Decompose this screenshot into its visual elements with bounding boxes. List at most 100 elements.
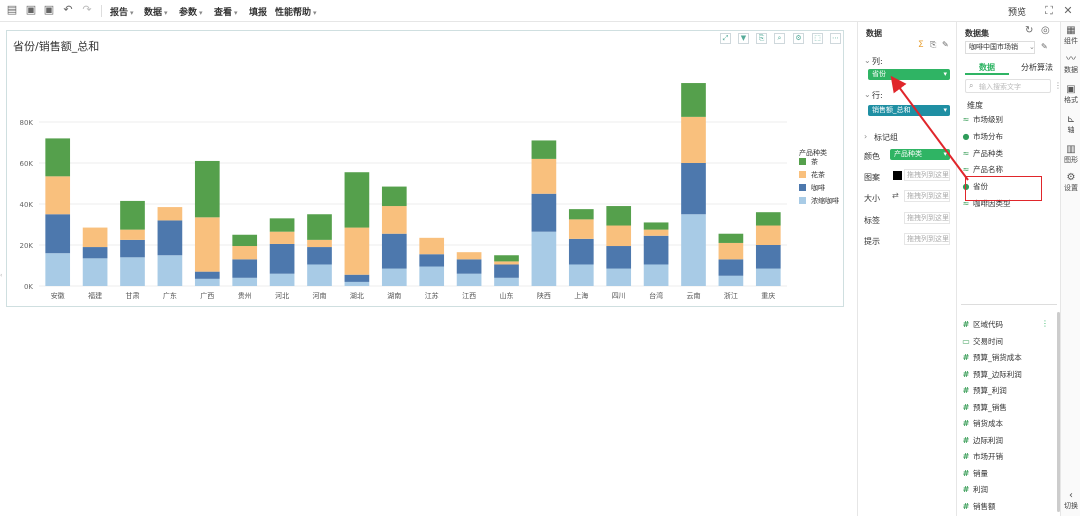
collapse-left-icon[interactable]: ‹ [0, 272, 3, 279]
field-measure-9[interactable]: # 销量 [961, 467, 1059, 481]
bar-segment [531, 158, 557, 194]
bar-segment [681, 214, 706, 286]
label-drop-zone[interactable]: 拖拽列到这里 [904, 212, 950, 224]
redo-icon[interactable]: ↷ [82, 3, 92, 16]
field-measure-8[interactable]: # 市场开销 [961, 450, 1059, 464]
zoom-icon[interactable]: ⌕ [774, 33, 785, 44]
field-more-icon[interactable]: ⋮ [1041, 319, 1049, 328]
menu-view[interactable]: 查看 ▾ [214, 5, 238, 18]
rail-shape[interactable]: ▥ 图形 [1061, 144, 1080, 165]
preview-button[interactable]: 预览 [1008, 8, 1027, 18]
new-report-icon[interactable]: ▤ [6, 3, 18, 16]
tab-data[interactable]: 数据 [979, 63, 995, 72]
tooltip-drop-zone[interactable]: 拖拽列到这里 [904, 233, 950, 245]
expand-icon[interactable]: ⤢ [720, 33, 731, 44]
field-label: 市场分布 [973, 131, 1003, 141]
rail-settings[interactable]: ⚙ 设置 [1061, 172, 1080, 193]
menu-help-label: 性能帮助 [275, 8, 312, 18]
rail-toggle[interactable]: ‹ 切换 [1061, 490, 1080, 511]
chart-component[interactable]: 省份/销售额_总和 ⤢ ▼ ⎘ ⌕ ⚙ ⬚ ⋯ 0K 20K 40K 60K 80K 安徽… [6, 30, 844, 307]
bar-segment [344, 274, 370, 282]
menu-help[interactable]: 性能帮助 ▾ [275, 5, 317, 18]
x-tick-label: 重庆 [761, 291, 775, 300]
scrollbar[interactable] [1057, 312, 1060, 512]
field-measure-4[interactable]: # 预算_利润 [961, 384, 1059, 398]
field-measure-3[interactable]: # 预算_边际利润 [961, 368, 1059, 382]
rail-axis[interactable]: ⊾ 轴 [1061, 114, 1080, 135]
toolbar-divider [101, 5, 102, 17]
fullscreen-icon[interactable]: ⛶ [1045, 4, 1053, 17]
bar-segment [269, 273, 295, 286]
bar-segment [568, 264, 594, 286]
shape-swatch[interactable] [893, 171, 902, 180]
x-tick-label: 上海 [574, 291, 588, 300]
bar-segment [344, 281, 370, 286]
dataset-select[interactable]: 咖啡中国市场销 [965, 41, 1035, 54]
search-input[interactable]: 输入搜索文字 [979, 83, 1021, 91]
chevron-right-icon[interactable]: › [864, 132, 868, 141]
menu-report[interactable]: 报告 ▾ [110, 5, 134, 18]
format-icon: ▣ [1066, 84, 1076, 95]
field-dim-0[interactable]: ≈ 市场级别 [961, 113, 1059, 127]
field-measure-10[interactable]: # 利润 [961, 483, 1059, 497]
sum-icon[interactable]: Σ [918, 40, 924, 50]
field-measure-5[interactable]: # 预算_销售 [961, 401, 1059, 415]
menu-params[interactable]: 参数 ▾ [179, 5, 203, 18]
chevron-down-icon[interactable]: ⌄ [864, 56, 871, 65]
field-measure-1[interactable]: ▭ 交易时间 [961, 335, 1059, 349]
field-dim-1[interactable]: ● 市场分布 [961, 130, 1059, 144]
columns-field-pill[interactable]: 省份 ▾ [868, 69, 950, 80]
view-icon[interactable]: ◎ [1041, 25, 1050, 36]
shape-drop-zone[interactable]: 拖拽列到这里 [904, 169, 950, 181]
export-icon[interactable]: ⎘ [756, 33, 767, 44]
bar-segment [232, 277, 258, 286]
select-icon[interactable]: ⬚ [812, 33, 823, 44]
bar-segment [531, 140, 557, 159]
color-field-pill[interactable]: 产品种类 ▾ [890, 149, 950, 160]
bar-segment [307, 264, 332, 286]
edit-icon[interactable]: ✎ [1041, 42, 1048, 51]
chevron-down-icon[interactable]: ⌄ [1029, 43, 1035, 51]
tooltip-hint-text: 拖拽列到这里 [907, 235, 949, 243]
field-dim-2[interactable]: ≈ 产品种类 [961, 147, 1059, 161]
bar-segment [681, 116, 706, 163]
filter-icon[interactable]: ▼ [738, 33, 749, 44]
menu-data[interactable]: 数据 ▾ [144, 5, 168, 18]
more-icon[interactable]: ⋮ [1054, 81, 1062, 90]
rail-format[interactable]: ▣ 格式 [1061, 84, 1080, 105]
field-label: 边际利润 [973, 435, 1003, 445]
x-tick-label: 陕西 [537, 291, 551, 300]
copy-icon[interactable]: ⎘ [930, 40, 937, 49]
menu-view-label: 查看 [214, 8, 233, 18]
close-icon[interactable]: ✕ [1063, 4, 1073, 17]
settings-icon[interactable]: ⚙ [793, 33, 804, 44]
field-measure-7[interactable]: # 边际利润 [961, 434, 1059, 448]
menu-fill[interactable]: 填报 [249, 5, 267, 18]
rows-field-pill[interactable]: 销售额_总和 ▾ [868, 105, 950, 116]
rail-component[interactable]: ▦ 组件 [1061, 25, 1080, 46]
field-measure-6[interactable]: # 销货成本 [961, 417, 1059, 431]
field-measure-0[interactable]: # 区域代码 [961, 318, 1059, 332]
save-icon[interactable]: ▣ [25, 3, 37, 16]
report-canvas[interactable]: ‹ 省份/销售额_总和 ⤢ ▼ ⎘ ⌕ ⚙ ⬚ ⋯ 0K 20K 40K 60K 80K… [0, 22, 857, 516]
bar-segment [120, 229, 145, 240]
chevron-down-icon[interactable]: ⌄ [864, 90, 871, 99]
eraser-icon[interactable]: ✎ [942, 40, 949, 49]
field-measure-2[interactable]: # 预算_销货成本 [961, 351, 1059, 365]
tab-analysis[interactable]: 分析算法 [1021, 63, 1053, 72]
y-tick-label: 80K [20, 119, 34, 127]
size-drop-zone[interactable]: 拖拽列到这里 [904, 190, 950, 202]
size-slider-icon[interactable]: ⇄ [892, 191, 899, 200]
refresh-icon[interactable]: ↻ [1025, 25, 1034, 36]
undo-icon[interactable]: ↶ [63, 3, 73, 16]
save-as-icon[interactable]: ▣ [43, 3, 55, 16]
legend-label: 茶 [811, 157, 818, 166]
field-dim-5[interactable]: ≈ 咖啡因类型 [961, 197, 1059, 211]
search-box[interactable]: ⌕ 输入搜索文字 [965, 79, 1051, 93]
bar-segment [381, 233, 407, 269]
field-measure-11[interactable]: # 销售额 [961, 500, 1059, 514]
rail-data[interactable]: 〰数据 [1061, 54, 1080, 75]
more-icon[interactable]: ⋯ [830, 33, 841, 44]
x-tick-label: 四川 [612, 292, 626, 300]
